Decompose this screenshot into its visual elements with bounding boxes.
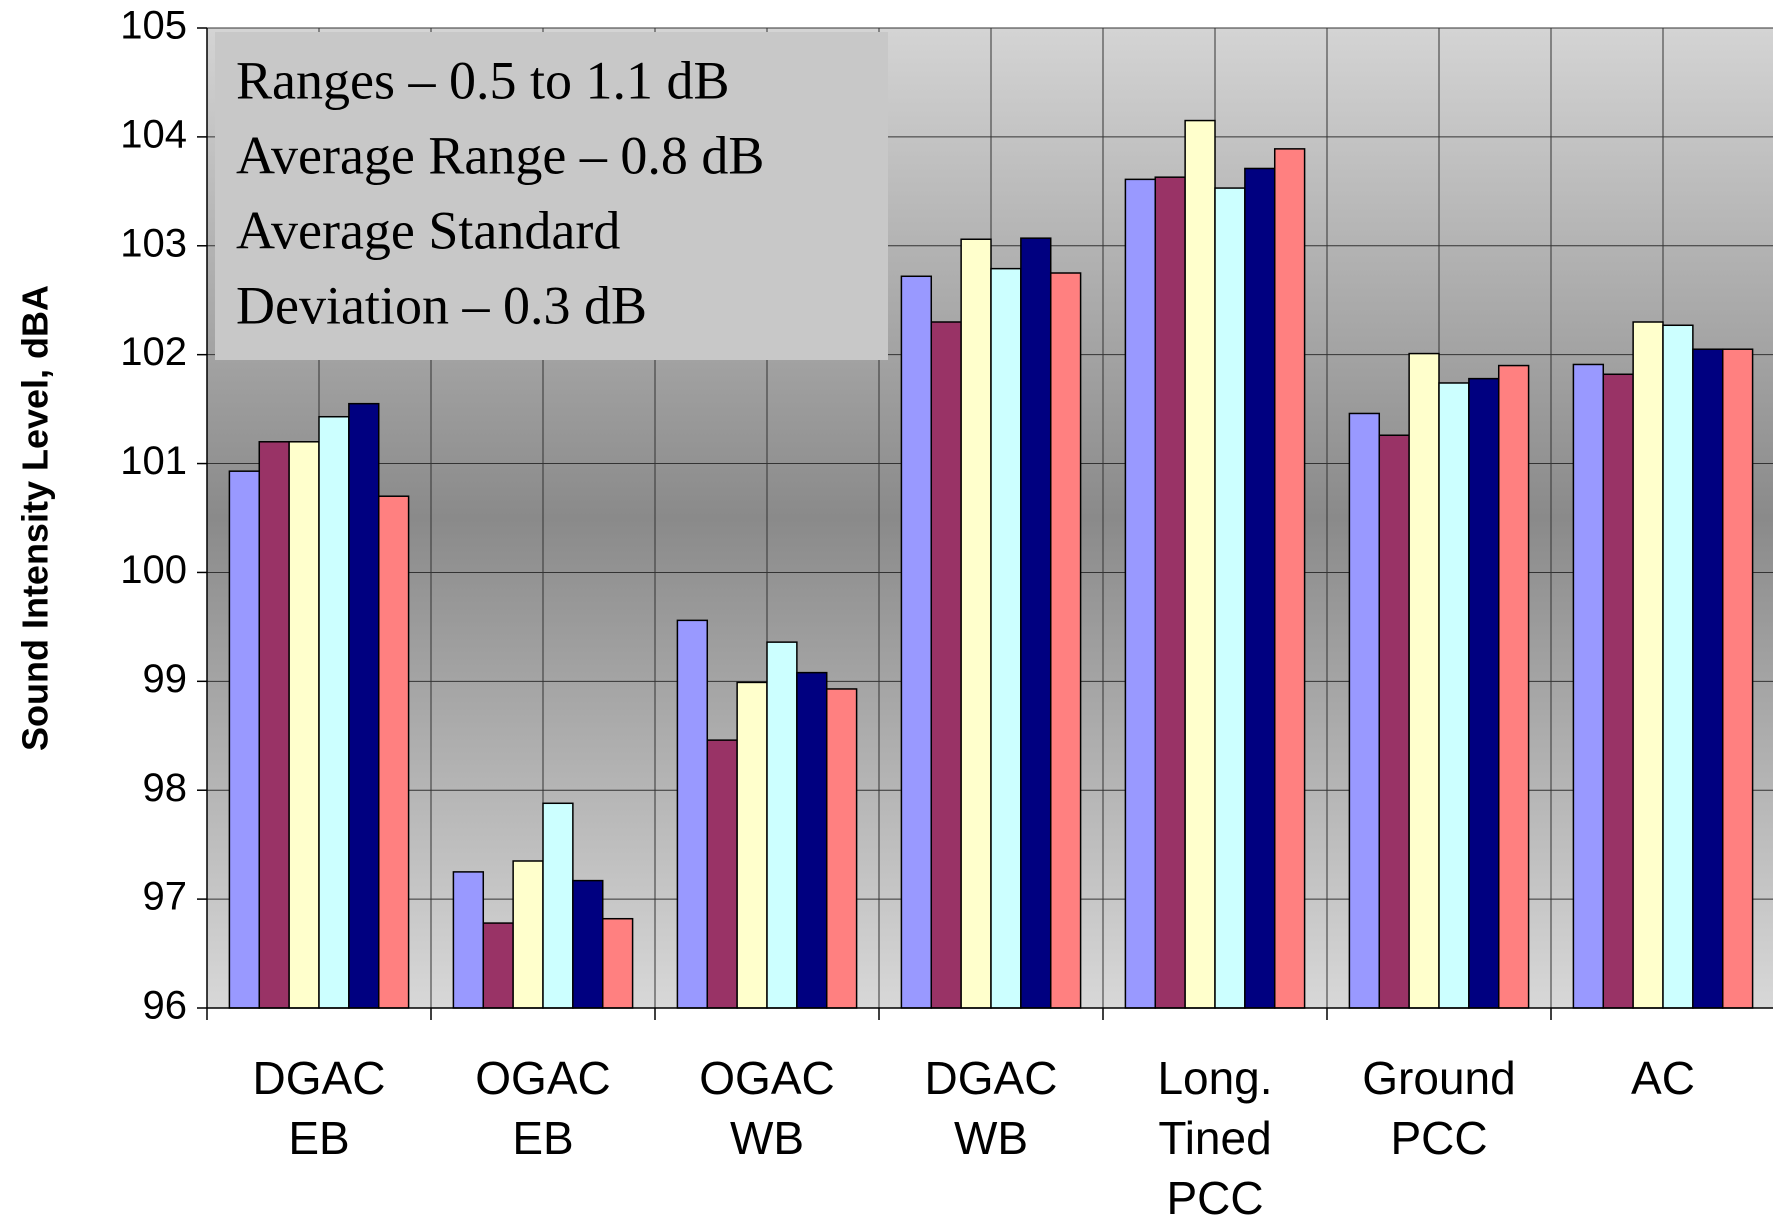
x-tick-label: OGAC WB: [699, 1052, 835, 1164]
bar: [377, 495, 410, 1009]
y-axis-label: Sound Intensity Level, dBA: [15, 285, 56, 751]
annotation-line: Ranges – 0.5 to 1.1 dB: [236, 50, 730, 110]
bars: [228, 119, 1754, 1009]
bar: [1602, 373, 1634, 1009]
bar: [1632, 321, 1664, 1009]
bar: [706, 739, 738, 1009]
bar: [960, 238, 992, 1009]
bar: [601, 917, 634, 1009]
bar: [258, 441, 290, 1009]
annotation: Ranges – 0.5 to 1.1 dB Average Range – 0.…: [236, 50, 764, 335]
bar: [1154, 176, 1186, 1009]
bar: [1662, 324, 1694, 1009]
y-tick-label: 100: [120, 548, 187, 592]
bar: [452, 871, 485, 1009]
bar: [1468, 377, 1500, 1009]
bar: [228, 470, 261, 1009]
bar: [1408, 352, 1440, 1009]
bar: [1184, 119, 1216, 1009]
bar: [1124, 178, 1157, 1009]
x-tick-label: Long. Tined PCC: [1157, 1052, 1273, 1217]
bar: [1721, 348, 1754, 1009]
bar: [572, 879, 604, 1009]
x-tick-label: DGAC WB: [924, 1052, 1058, 1164]
bar: [318, 415, 350, 1009]
bar: [1020, 237, 1052, 1009]
bar: [1214, 187, 1246, 1009]
bar: [796, 671, 828, 1009]
y-tick-label: 104: [120, 112, 187, 156]
annotation-line: Deviation – 0.3 dB: [236, 275, 647, 335]
bar: [1378, 434, 1410, 1009]
x-tick-label: OGAC EB: [475, 1052, 611, 1164]
y-tick-label: 99: [143, 657, 188, 701]
bar: [1049, 272, 1082, 1009]
bar: [1497, 364, 1530, 1009]
y-tick-label: 105: [120, 4, 187, 48]
x-tick-label: AC: [1631, 1052, 1695, 1104]
bar: [676, 619, 709, 1009]
y-tick-label: 97: [143, 875, 188, 919]
y-tick-label: 96: [143, 984, 188, 1028]
y-tick-label: 102: [120, 330, 187, 374]
bar: [900, 275, 933, 1009]
bar: [288, 441, 320, 1009]
y-tick-label: 101: [120, 439, 187, 483]
bar: [1692, 348, 1724, 1009]
bar: [990, 267, 1022, 1009]
bar: [1244, 167, 1276, 1009]
x-tick-label: DGAC EB: [252, 1052, 386, 1164]
bar: [766, 641, 798, 1009]
y-tick-label: 98: [143, 766, 188, 810]
bar: [1348, 412, 1381, 1009]
bar: [1273, 148, 1306, 1009]
bar: [482, 922, 514, 1009]
bar: [348, 402, 380, 1009]
x-tick-label: Ground PCC: [1362, 1052, 1516, 1164]
y-tick-label: 103: [120, 221, 187, 265]
annotation-box: [215, 32, 888, 360]
bar: [736, 681, 768, 1009]
bar: [825, 688, 858, 1009]
bar: [512, 860, 544, 1009]
annotation-line: Average Standard: [236, 200, 620, 260]
bar: [930, 321, 962, 1009]
bar: [1438, 382, 1470, 1009]
bar: [1572, 363, 1605, 1009]
bar: [542, 802, 574, 1009]
annotation-line: Average Range – 0.8 dB: [236, 125, 764, 185]
